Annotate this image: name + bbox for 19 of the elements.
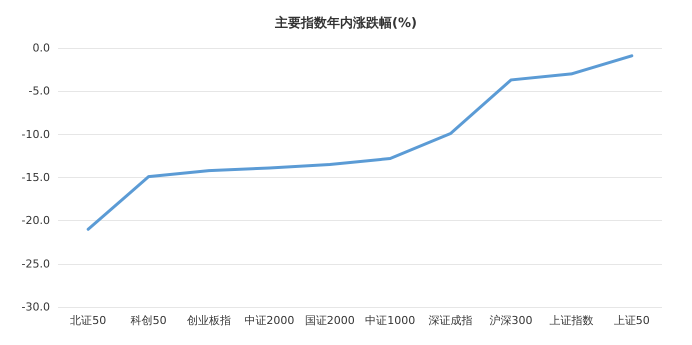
y-tick-label: 0.0	[32, 42, 50, 54]
x-tick-label: 北证50	[70, 314, 106, 327]
y-tick-label: -10.0	[22, 128, 50, 141]
x-tick-label: 国证2000	[304, 314, 355, 327]
x-tick-label: 上证50	[614, 314, 650, 327]
chart-title: 主要指数年内涨跌幅(%)	[274, 15, 417, 31]
line-series	[86, 54, 634, 231]
x-tick-label: 深证成指	[428, 314, 473, 327]
y-tick-label: -30.0	[22, 300, 50, 314]
y-tick-label: -20.0	[22, 214, 50, 228]
y-tick-label: -5.0	[28, 84, 50, 98]
x-tick-label: 中证1000	[365, 314, 416, 327]
x-tick-label: 科创50	[130, 314, 167, 327]
x-tick-label: 创业板指	[187, 314, 231, 327]
x-tick-label: 上证指数	[549, 314, 594, 327]
y-tick-label: -25.0	[22, 257, 50, 270]
y-tick-label: -15.0	[22, 171, 50, 184]
x-tick-label: 沪深300	[490, 314, 532, 327]
x-tick-label: 中证2000	[244, 314, 294, 327]
